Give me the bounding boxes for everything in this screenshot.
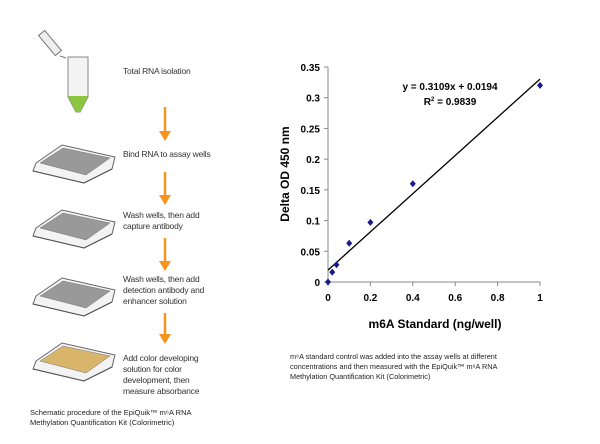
data-point: [325, 278, 331, 286]
y-tick-label: 0.3: [306, 94, 320, 105]
procedure-schematic: [32, 29, 171, 382]
x-tick-label: 0.2: [363, 293, 377, 304]
step-5-text: Add color developing solution for color de…: [123, 353, 200, 396]
y-tick-label: 0.1: [306, 217, 320, 228]
step-2-text: Bind RNA to assay wells: [123, 149, 211, 159]
trend-r2: R2 = 0.9839: [424, 97, 477, 108]
plate-icon: [32, 144, 116, 184]
data-point: [537, 81, 543, 89]
data-point: [346, 239, 353, 247]
y-tick-label: 0.2: [306, 155, 320, 166]
x-tick-label: 0.6: [448, 293, 462, 304]
tube-icon: [37, 29, 89, 113]
step-4-text: Wash wells, then add detection antibody a…: [123, 274, 205, 306]
x-tick-label: 0.8: [491, 293, 505, 304]
y-axis-label: Delta OD 450 nm: [278, 126, 292, 221]
data-point: [329, 268, 336, 276]
down-arrow-icon: [159, 313, 171, 344]
data-point: [367, 218, 374, 226]
data-point: [409, 180, 416, 188]
x-tick-label: 1: [537, 293, 543, 304]
x-tick-label: 0: [325, 293, 331, 304]
y-tick-label: 0.05: [301, 247, 321, 258]
plate-icon: [32, 209, 116, 249]
down-arrow-icon: [159, 172, 171, 205]
procedure-caption: Schematic procedure of the EpiQuik™ m⁶A …: [30, 408, 192, 427]
x-axis-label: m6A Standard (ng/well): [369, 317, 502, 331]
step-1-text: Total RNA isolation: [123, 66, 191, 76]
data-point: [333, 261, 340, 269]
trendline: [327, 78, 541, 271]
y-tick-label: 0.35: [301, 63, 321, 74]
step-3-text: Wash wells, then add capture antibody: [123, 210, 200, 231]
down-arrow-icon: [159, 238, 171, 271]
colored-plate-icon: [32, 342, 116, 382]
standard-curve-chart: 0 0.05 0.1 0.15 0.2 0.25 0.3 0.35 0 0.2 0.4 0.6 0.8 1…: [278, 63, 543, 331]
y-tick-label: 0.25: [301, 124, 321, 135]
plate-icon: [32, 277, 116, 317]
down-arrow-icon: [159, 107, 171, 141]
y-tick-label: 0.15: [301, 186, 321, 197]
trend-equation: y = 0.3109x + 0.0194: [402, 82, 498, 93]
chart-caption: m⁶A standard control was added into the …: [290, 352, 498, 381]
y-tick-label: 0: [314, 278, 320, 289]
x-tick-label: 0.4: [406, 293, 420, 304]
